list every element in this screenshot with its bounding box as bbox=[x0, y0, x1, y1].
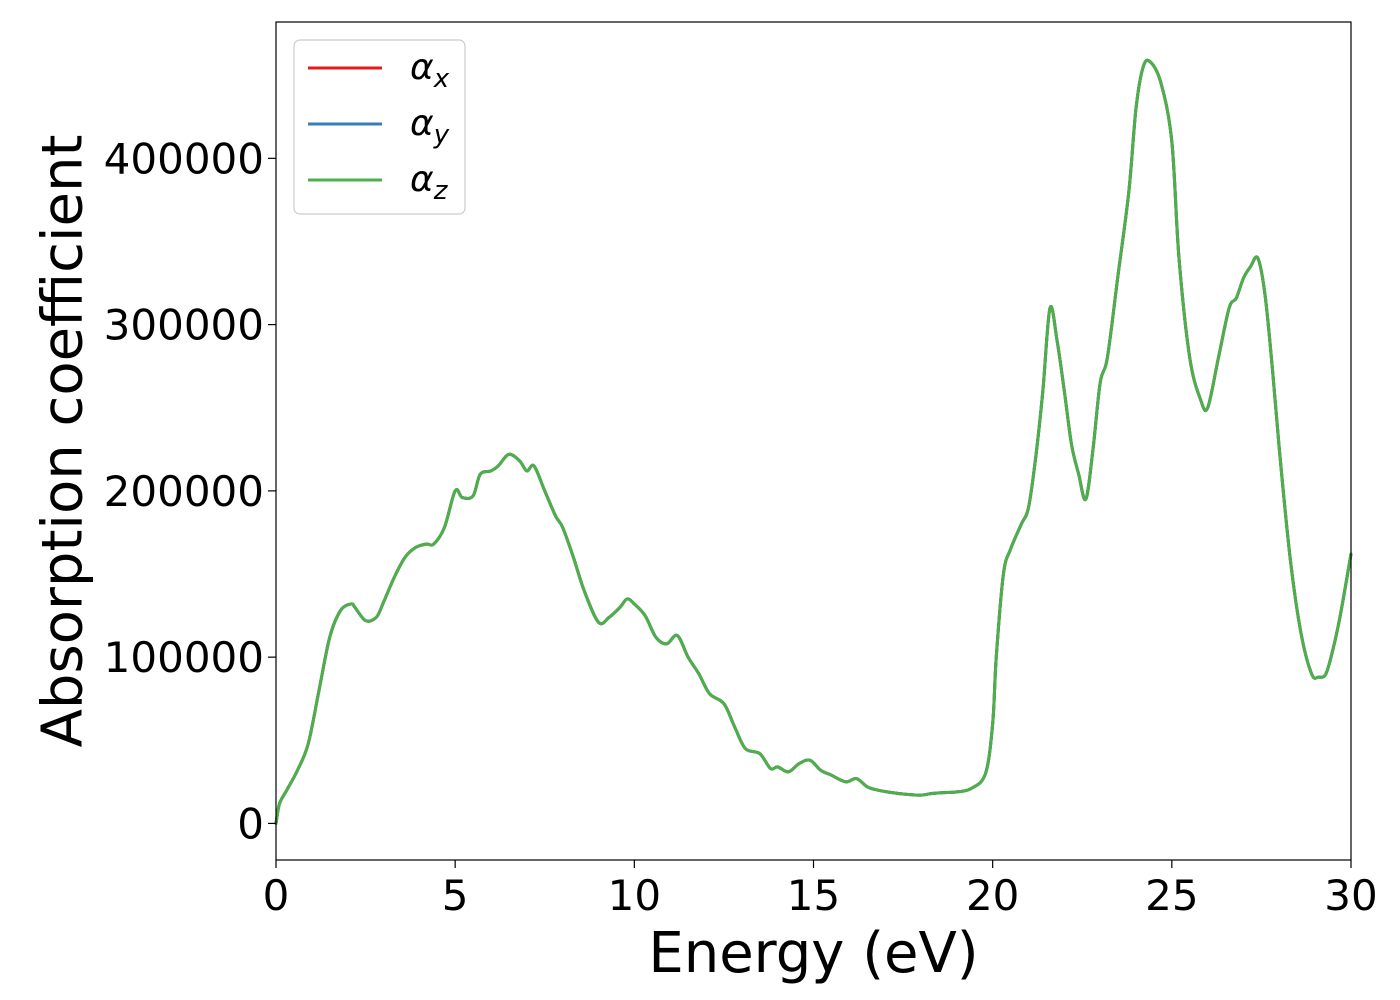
y-tick-label: 300000 bbox=[104, 301, 264, 350]
x-tick-label: 5 bbox=[442, 871, 469, 920]
series-line-alpha-z bbox=[274, 58, 1353, 825]
legend: αx αy αz bbox=[293, 39, 466, 215]
legend-label-alpha-y: αy bbox=[410, 103, 450, 150]
legend-label-alpha-x: αx bbox=[410, 47, 450, 94]
y-tick-label: 0 bbox=[237, 799, 264, 848]
x-tick-label: 25 bbox=[1145, 871, 1198, 920]
ticks-layer: 0 5 10 15 20 25 30 0 100000 200000 300000 400000 bbox=[104, 134, 1378, 920]
y-tick-label: 400000 bbox=[104, 134, 264, 183]
series-layer bbox=[274, 58, 1353, 825]
legend-box bbox=[293, 39, 466, 215]
x-tick-label: 15 bbox=[787, 871, 840, 920]
x-tick-label: 20 bbox=[966, 871, 1019, 920]
y-tick-label: 100000 bbox=[104, 633, 264, 682]
x-tick-label: 10 bbox=[608, 871, 661, 920]
x-tick-label: 0 bbox=[263, 871, 290, 920]
x-axis-title: Energy (eV) bbox=[648, 921, 978, 986]
legend-label-alpha-z: αz bbox=[410, 159, 449, 206]
y-tick-label: 200000 bbox=[104, 467, 264, 516]
x-tick-label: 30 bbox=[1324, 871, 1377, 920]
y-axis-title: Absorption coefficient bbox=[31, 135, 96, 748]
